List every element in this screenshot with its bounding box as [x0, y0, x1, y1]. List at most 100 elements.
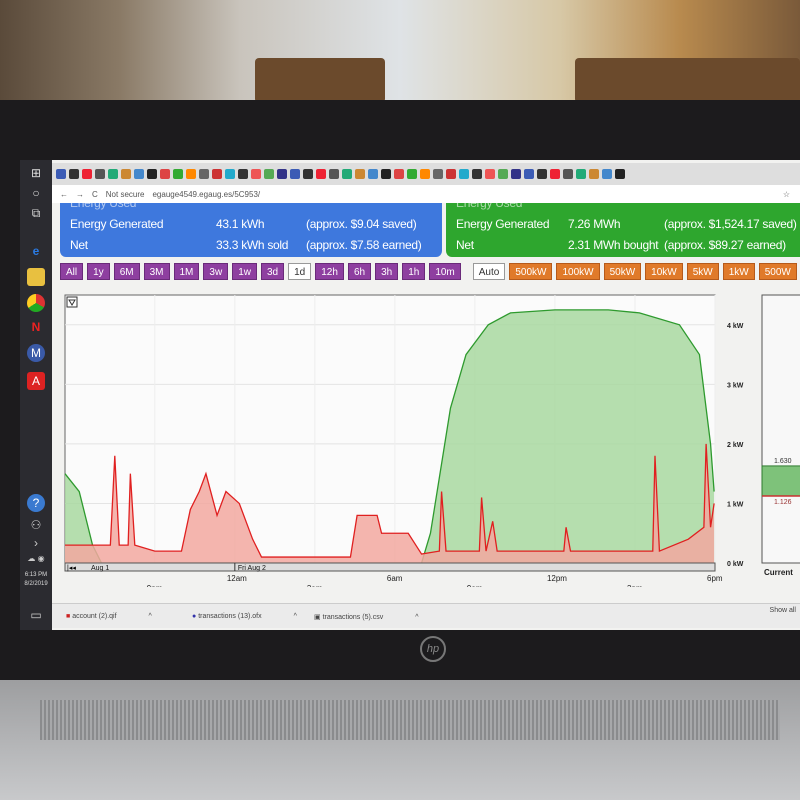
browser-tab[interactable] — [524, 169, 534, 179]
bookmark-star-icon[interactable]: ☆ — [782, 189, 790, 199]
browser-tab[interactable] — [355, 169, 365, 179]
reload-icon[interactable]: C — [92, 189, 98, 199]
back-icon[interactable]: ← — [60, 189, 68, 199]
download-item[interactable]: ■ account (2).qif ^ — [66, 613, 152, 620]
navigator-strip — [64, 562, 716, 572]
browser-tab[interactable] — [290, 169, 300, 179]
browser-tab[interactable] — [121, 169, 131, 179]
scale-button-50kw[interactable]: 50kW — [603, 263, 642, 280]
range-button-1m[interactable]: 1M — [173, 263, 200, 280]
range-button-6m[interactable]: 6M — [113, 263, 140, 280]
range-button-3h[interactable]: 3h — [375, 263, 399, 280]
browser-tab[interactable] — [173, 169, 183, 179]
scale-button-500kw[interactable]: 500kW — [509, 263, 553, 280]
browser-tab[interactable] — [381, 169, 391, 179]
browser-tab[interactable] — [420, 169, 430, 179]
scale-button-100kw[interactable]: 100kW — [556, 263, 600, 280]
chevron-up-icon[interactable]: › — [34, 536, 38, 550]
chair — [575, 58, 800, 103]
netflix-icon[interactable]: N — [31, 320, 41, 334]
browser-tab[interactable] — [82, 169, 92, 179]
browser-tab-strip[interactable] — [52, 163, 800, 185]
search-circle-icon[interactable]: ○ — [32, 186, 40, 200]
help-icon[interactable]: ? — [27, 494, 45, 512]
forward-icon[interactable]: → — [76, 189, 84, 199]
download-item[interactable]: ● transactions (13).ofx ^ — [192, 613, 297, 620]
browser-tab[interactable] — [485, 169, 495, 179]
browser-tab[interactable] — [459, 169, 469, 179]
browser-tab[interactable] — [186, 169, 196, 179]
laptop-keyboard-deck — [0, 680, 800, 800]
scale-button-500w[interactable]: 500W — [758, 263, 797, 280]
edge-icon[interactable]: e — [32, 244, 40, 258]
notifications-icon[interactable]: ▭ — [30, 608, 42, 622]
current-panel — [761, 294, 800, 564]
address-bar[interactable]: ← → C Not secure egauge4549.egaug.es/5C9… — [52, 185, 800, 203]
browser-tab[interactable] — [446, 169, 456, 179]
scale-button-5kw[interactable]: 5kW — [686, 263, 719, 280]
browser-tab[interactable] — [472, 169, 482, 179]
browser-tab[interactable] — [615, 169, 625, 179]
browser-tab[interactable] — [433, 169, 443, 179]
browser-tab[interactable] — [563, 169, 573, 179]
browser-tab[interactable] — [277, 169, 287, 179]
chrome-icon[interactable] — [27, 294, 45, 312]
url-text[interactable]: egauge4549.egaug.es/5C953/ — [152, 189, 261, 199]
browser-tab[interactable] — [550, 169, 560, 179]
power-chart[interactable]: 0 kW 1 kW 2 kW 3 kW 4 kW 9pm 12am 3am 6am 9am 12pm… — [60, 287, 800, 587]
range-button-1h[interactable]: 1h — [402, 263, 426, 280]
browser-tab[interactable] — [69, 169, 79, 179]
browser-tab[interactable] — [238, 169, 248, 179]
browser-tab[interactable] — [199, 169, 209, 179]
m-app-icon[interactable]: M — [27, 344, 45, 362]
show-all-link[interactable]: Show all — [769, 607, 796, 614]
range-button-1y[interactable]: 1y — [87, 263, 110, 280]
browser-tab[interactable] — [602, 169, 612, 179]
browser-tab[interactable] — [576, 169, 586, 179]
x-tick-label: 3pm — [627, 584, 643, 587]
people-icon[interactable]: ⚇ — [30, 518, 42, 532]
range-button-1d[interactable]: 1d — [288, 263, 312, 280]
browser-tab[interactable] — [95, 169, 105, 179]
browser-tab[interactable] — [394, 169, 404, 179]
browser-tab[interactable] — [316, 169, 326, 179]
browser-tab[interactable] — [264, 169, 274, 179]
acrobat-icon[interactable]: A — [27, 372, 45, 390]
range-button-3d[interactable]: 3d — [261, 263, 285, 280]
browser-tab[interactable] — [56, 169, 66, 179]
range-button-3m[interactable]: 3M — [143, 263, 170, 280]
range-button-12h[interactable]: 12h — [315, 263, 344, 280]
tray-icons[interactable]: ☁ ◉ — [27, 554, 45, 563]
windows-start-icon[interactable]: ⊞ — [30, 166, 42, 180]
browser-tab[interactable] — [134, 169, 144, 179]
task-view-icon[interactable]: ⧉ — [31, 206, 41, 220]
browser-tab[interactable] — [147, 169, 157, 179]
range-button-1w[interactable]: 1w — [232, 263, 257, 280]
browser-tab[interactable] — [537, 169, 547, 179]
scale-button-1kw[interactable]: 1kW — [722, 263, 755, 280]
range-button-10m[interactable]: 10m — [429, 263, 461, 280]
clock-time[interactable]: 6:13 PM — [24, 572, 48, 578]
scale-button-10kw[interactable]: 10kW — [645, 263, 683, 280]
range-button-3w[interactable]: 3w — [203, 263, 229, 280]
browser-tab[interactable] — [212, 169, 222, 179]
browser-tab[interactable] — [511, 169, 521, 179]
browser-tab[interactable] — [368, 169, 378, 179]
download-item[interactable]: ▣ transactions (5).csv ^ — [314, 614, 419, 621]
browser-tab[interactable] — [225, 169, 235, 179]
clock-date[interactable]: 8/2/2019 — [24, 581, 48, 587]
file-explorer-icon[interactable] — [27, 268, 45, 286]
browser-tab[interactable] — [498, 169, 508, 179]
browser-tab[interactable] — [160, 169, 170, 179]
range-button-all[interactable]: All — [60, 263, 84, 280]
browser-tab[interactable] — [251, 169, 261, 179]
scale-button-auto[interactable]: Auto — [472, 263, 506, 280]
zoom-toggle-icon[interactable] — [66, 296, 78, 308]
browser-tab[interactable] — [303, 169, 313, 179]
browser-tab[interactable] — [108, 169, 118, 179]
range-button-6h[interactable]: 6h — [347, 263, 372, 280]
browser-tab[interactable] — [342, 169, 352, 179]
browser-tab[interactable] — [407, 169, 417, 179]
browser-tab[interactable] — [329, 169, 339, 179]
browser-tab[interactable] — [589, 169, 599, 179]
